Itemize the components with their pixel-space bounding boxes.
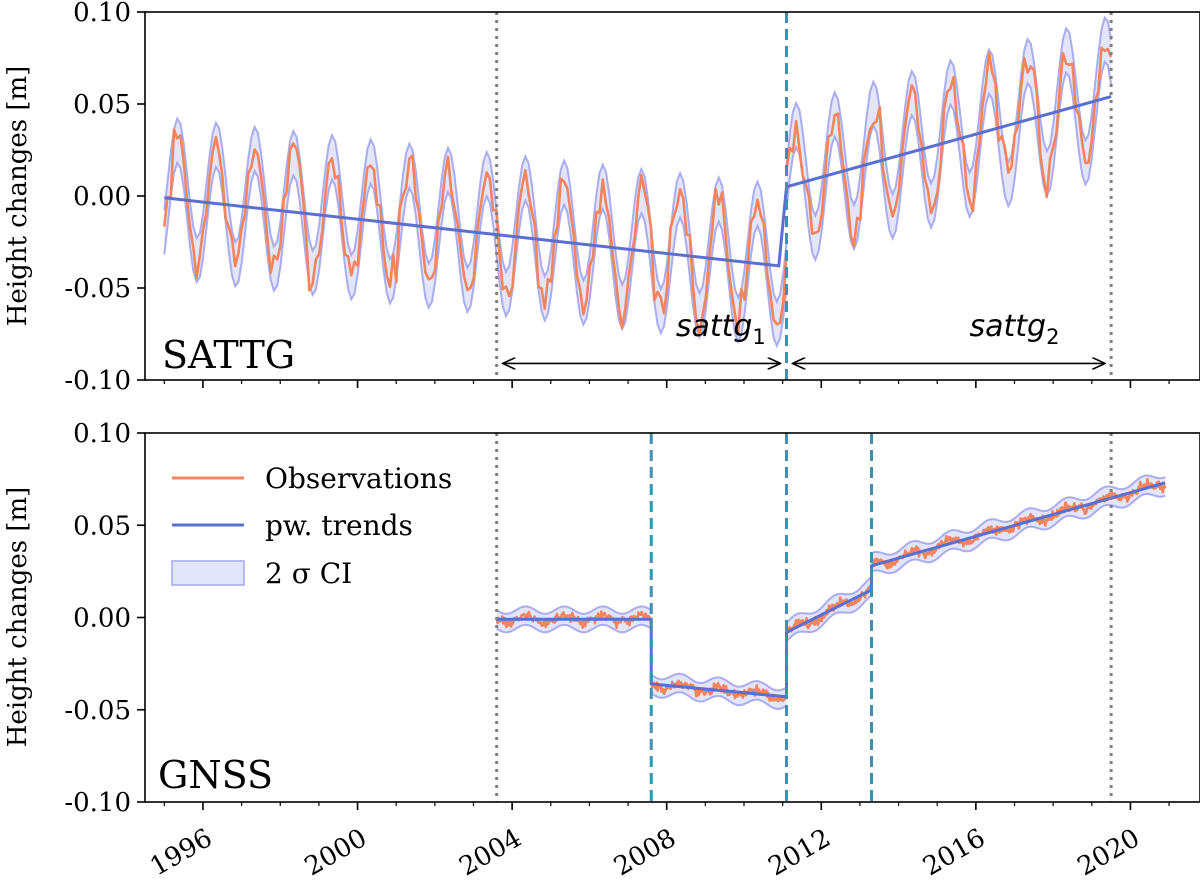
gnss-ci-band-lower-2 [785,594,873,643]
sattg-y-tick-label-2: 0.00 [73,182,131,212]
gnss-ci-band-lower-1 [650,691,787,710]
gnss-y-axis-label: Height changes [m] [3,487,33,748]
sattg1-label: sattg1 [676,309,766,349]
legend-ci-swatch [171,560,245,586]
gnss-y-tick-label-4: 0.10 [73,419,131,449]
sattg-plot-area [163,12,1113,380]
sattg-x-ticks [163,380,1170,388]
sattg-ci-band-fill-1 [786,17,1112,260]
gnss-y-tick-label-2: 0.00 [73,604,131,634]
sattg-ci-band-upper-0 [163,116,788,305]
sattg-panel: -0.10 -0.05 0.00 0.05 0.10 Height changes [m… [3,0,1200,396]
sattg-y-tick-label-4: 0.10 [73,0,131,28]
sattg-y-tick-label-3: 0.05 [73,90,131,120]
sattg-y-ticks: -0.10 -0.05 0.00 0.05 0.10 [64,0,145,396]
sattg-y-tick-label-0: -0.10 [64,366,131,396]
gnss-y-ticks: -0.10 -0.05 0.00 0.05 0.10 [64,419,145,818]
sattg-panel-label: SATTG [162,333,295,377]
legend-ci-label: 2 σ CI [265,557,352,590]
sattg-trend-line [164,95,1112,268]
legend-entry-observations: Observations [172,462,452,495]
sattg-y-axis-label: Height changes [m] [3,66,33,327]
gnss-ci-band-upper-0 [496,605,652,615]
legend-entry-ci: 2 σ CI [171,557,352,590]
legend-observations-label: Observations [265,462,452,495]
gnss-y-tick-label-0: -0.10 [64,788,131,818]
legend: Observations pw. trends 2 σ CI [171,462,452,590]
legend-entry-pw-trends: pw. trends [172,509,413,542]
gnss-panel-label: GNSS [158,753,273,797]
sattg-y-tick-label-1: -0.05 [64,274,131,304]
gnss-y-tick-label-3: 0.05 [73,511,131,541]
gnss-ci-band-lower-0 [496,623,652,634]
legend-pw-trends-label: pw. trends [265,509,413,542]
sattg-ci-band-upper-1 [785,15,1113,219]
gnss-ci-band-lower-3 [871,492,1166,575]
gnss-ci-band-upper-3 [871,474,1166,556]
gnss-y-tick-label-1: -0.05 [64,696,131,726]
gnss-ci-band-upper-2 [785,576,873,624]
gnss-ci-band-upper-1 [650,672,787,692]
sattg-observations-line-0 [163,128,788,336]
sattg-annotations: sattg1 sattg2 [503,309,1105,364]
sattg-observations-line-1 [785,46,1113,248]
gnss-plot-area [495,433,1167,802]
sattg2-label: sattg2 [970,309,1060,349]
